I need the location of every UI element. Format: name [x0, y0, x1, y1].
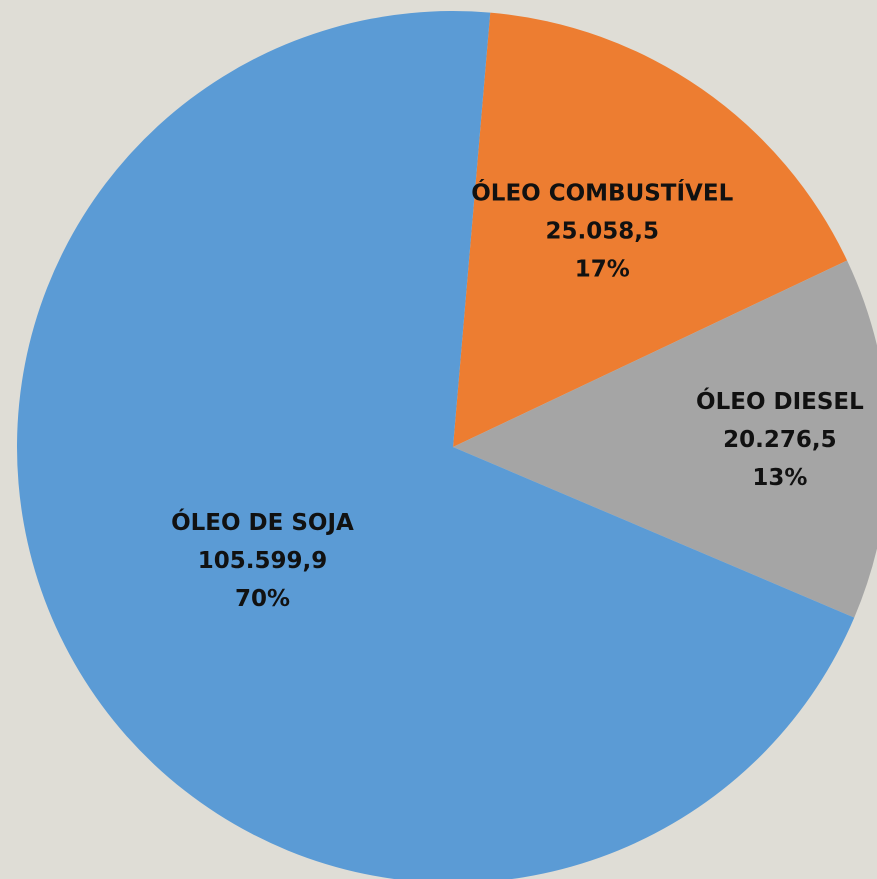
pie-slice	[453, 260, 877, 618]
slice-percent-label: 13%	[752, 465, 807, 491]
slice-category-label: ÓLEO DE SOJA	[171, 508, 354, 536]
slice-category-label: ÓLEO COMBUSTÍVEL	[471, 179, 733, 207]
slice-value-label: 20.276,5	[723, 427, 837, 453]
slice-value-label: 105.599,9	[198, 548, 328, 574]
slice-category-label: ÓLEO DIESEL	[696, 387, 864, 415]
pie-slice	[17, 11, 855, 879]
slice-percent-label: 70%	[235, 586, 290, 612]
slice-percent-label: 17%	[575, 257, 630, 283]
pie-slice	[453, 12, 848, 448]
slice-value-label: 25.058,5	[545, 219, 659, 245]
